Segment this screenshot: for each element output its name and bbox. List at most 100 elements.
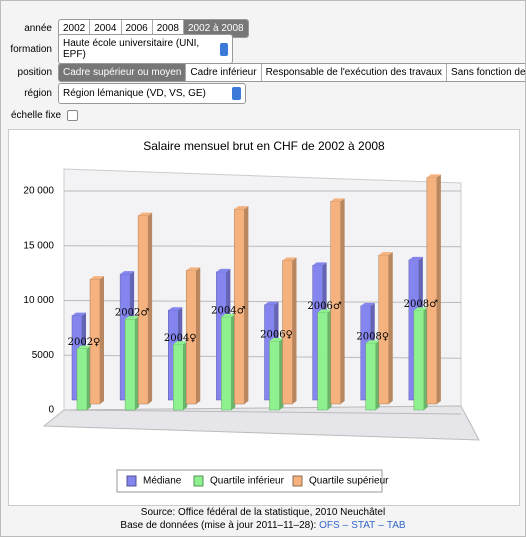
grid-line [63,245,462,248]
bar-top [426,174,441,178]
bar [269,338,284,411]
bar-top [216,268,231,272]
bar-front [426,177,438,405]
bar-top [90,276,104,280]
bar-top [317,309,332,313]
control-row: région Région lémanique (VD, VS, GE) [1,82,246,104]
dropdown[interactable]: Haute école universitaire (UNI, EPF) [58,34,233,64]
bar [89,276,104,405]
category-label: 2002♂ [115,308,149,319]
category-label: 2006♂ [307,301,341,312]
link: – [342,520,349,531]
bar-top [269,338,284,342]
dropdown-value: Haute école universitaire (UNI, EPF) [63,38,200,60]
legend-swatch [193,475,204,487]
checkbox[interactable] [67,109,79,121]
bar [76,345,91,411]
option-button[interactable]: 2006 [122,19,153,37]
dropdown-value: Région lémanique (VD, VS, GE) [63,87,206,99]
legend-label: Quartile supérieur [309,476,389,487]
option-button[interactable]: 2004 [90,19,122,37]
bar-top [330,198,345,202]
control-row: échelle fixe [1,105,79,125]
bar-top [138,212,153,216]
link[interactable]: TAB [386,520,406,531]
button-group: Cadre supérieur ou moyen Cadre inférieur R… [58,62,526,82]
bar-top [312,262,327,266]
bar [330,198,345,405]
bar-front [173,344,184,411]
bar-top [77,345,91,349]
option-button[interactable]: 2008 [153,19,184,37]
bar [173,341,188,411]
option-button[interactable]: 2002 à 2008 [184,19,248,37]
bar-top [282,257,297,261]
control-label: échelle fixe [11,109,62,121]
bar [234,206,249,405]
bar-front [413,310,425,411]
dropdown-arrow [232,86,241,100]
chart-panel: Salaire mensuel brut en CHF de 2002 à 20… [8,129,520,506]
link[interactable]: STAT [351,520,376,531]
legend-swatch [126,475,137,487]
y-tick-label: 5000 [32,350,55,361]
bar-top [120,271,135,275]
option-button[interactable]: Sans fonction de cadre [451,66,526,78]
bar-top [168,307,183,311]
link[interactable]: OFS [319,520,340,531]
floor [42,405,480,441]
control-label: position [17,66,52,78]
bar [137,212,153,405]
bar [186,267,201,405]
database-line: Base de données (mise à jour 2011–11–28)… [1,519,525,532]
bar-side [196,267,201,404]
control-label: formation [10,43,52,55]
bar-front [124,318,136,411]
source: Source: Office fédéral de la statistique… [140,507,386,518]
y-tick-label: 10 000 [23,295,54,306]
legend-box [116,469,383,493]
legend-label: Quartile inférieur [210,476,285,487]
bar-front [317,312,328,411]
option-button[interactable]: Responsable de l'exécution des travaux [262,63,448,81]
bar-front [378,254,389,405]
bar [282,257,297,405]
control-label: région [24,87,52,99]
category-label: 2004♂ [211,305,245,316]
dropdown[interactable]: Région lémanique (VD, VS, GE) [58,82,246,104]
option-button[interactable]: 2002 [59,19,91,37]
chart: Salaire mensuel brut en CHF de 2002 à 20… [23,139,480,493]
bar-top [360,302,375,306]
bar-top [365,340,380,344]
bar-top [173,341,188,345]
bar-top [72,312,86,316]
bar-top [125,316,140,320]
option-button[interactable]: Cadre inférieur [186,63,262,81]
bar-side [292,257,297,404]
category-label: 2008♂ [404,299,438,310]
link: – [378,520,384,531]
dropdown-arrow [219,42,228,56]
legend-swatch [292,475,303,487]
category-label: 2008♀ [356,332,389,343]
grid-line [63,409,462,415]
bar-side [244,206,249,404]
bar [365,340,380,411]
button-group: 2002 2004 2006 2008 2002 à 2008 [58,18,249,38]
bar-front [269,340,280,411]
bar-side [340,198,345,404]
bar [426,174,441,405]
bar [221,313,236,411]
y-tick-label: 0 [48,405,54,416]
bar-top [264,301,279,305]
category-label: 2006♀ [260,330,293,341]
option-button[interactable]: Cadre supérieur ou moyen [59,63,187,81]
bar-front [221,316,232,411]
legend: Médiane Quartile inférieur Quartile supéri… [116,469,389,493]
legend-label: Médiane [143,476,182,487]
bar-top [186,267,201,271]
bar-side [148,212,153,404]
bar-top [221,313,236,317]
bar [124,316,140,411]
